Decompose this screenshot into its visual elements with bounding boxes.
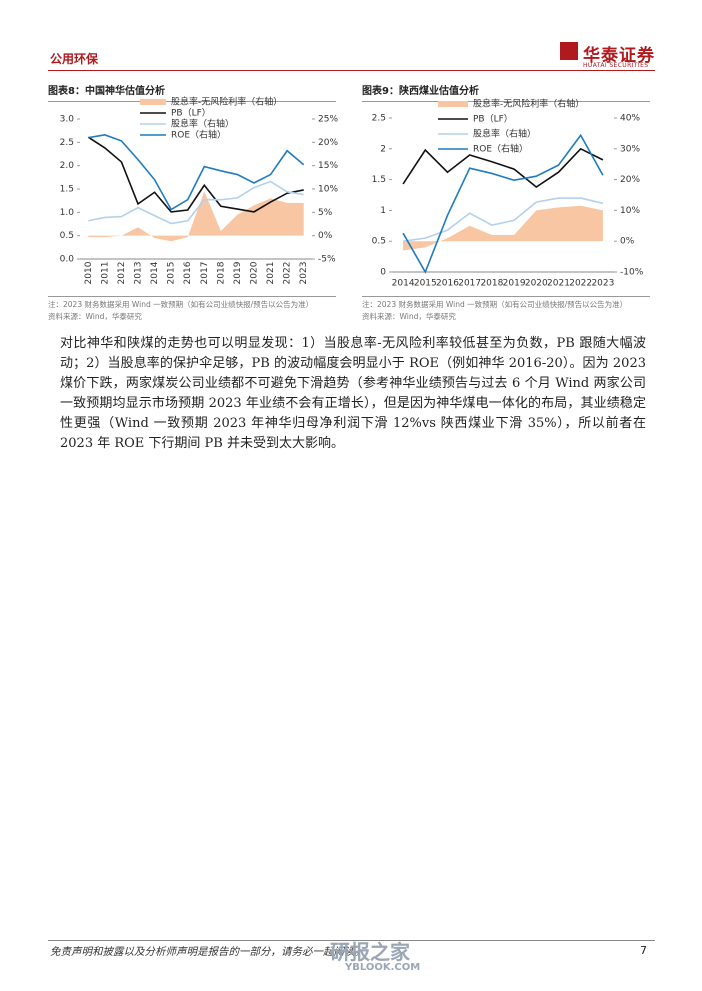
watermark: 研报之家 [330,940,410,964]
legend-label: 股息率（右轴） [171,118,234,130]
y-tick-label: 1.5 [372,175,386,185]
x-tick-label: 2016 [436,279,459,289]
y2-tick-label: 10% [620,206,640,216]
y2-tick-label: 15% [318,161,338,171]
figure-notes: 注：2023 财务数据采用 Wind 一致预期（如有公司业绩快报/预告以公告为准… [362,296,650,323]
brand-en: HUATAI SECURITIES [583,62,649,69]
x-tick-label: 2014 [392,279,415,289]
y-tick-label: 2.0 [60,161,75,171]
line [87,136,304,213]
x-tick-label: 2011 [100,262,110,285]
line [402,133,604,274]
x-tick-label: 2016 [183,261,193,284]
x-tick-label: 2020 [525,279,548,289]
y2-tick-label: 30% [620,144,640,154]
legend-label: 股息率-无风险利率（右轴） [171,96,282,108]
y-tick-label: 1 [380,206,386,216]
legend-label: 股息率-无风险利率（右轴） [473,98,584,110]
x-tick-label: 2022 [283,262,293,285]
legend-label: PB（LF） [473,114,513,125]
body-paragraph: 对比神华和陕煤的走势也可以明显发现：1）当股息率-无风险利率较低甚至为负数，PB… [60,336,646,451]
x-tick-label: 2023 [591,279,614,289]
legend-label: 股息率（右轴） [473,128,536,140]
y-tick-label: 2.5 [372,114,386,124]
x-tick-label: 2013 [134,262,144,285]
x-tick-label: 2014 [150,261,160,284]
watermark: YBLOOK.COM [345,962,421,973]
figure-title: 图表9：陕西煤业估值分析 [362,82,650,102]
x-tick-label: 2019 [503,279,526,289]
page-number: 7 [640,944,647,957]
x-tick-label: 2010 [84,261,94,284]
line [402,147,604,188]
x-tick-label: 2017 [458,279,481,289]
chart: 0.0 0.5 1.0 1.5 2.0 2.5 3.0 -5% 0% 5% 10% 15% 20% 25%… [60,96,339,285]
logo-icon [560,42,578,60]
y-tick-label: 1.5 [60,185,74,195]
y-tick-label: 0 [380,268,386,278]
y2-tick-label: 20% [620,175,640,185]
line [88,180,304,225]
x-tick-label: 2015 [167,262,177,285]
legend-label: ROE（右轴） [171,129,226,141]
x-tick-label: 2012 [117,262,127,285]
y-tick-label: 2 [380,144,386,154]
y2-tick-label: -10% [620,268,644,278]
y-tick-label: 1.0 [60,208,75,218]
x-tick-label: 2021 [266,262,276,285]
y-tick-label: 3.0 [60,115,75,125]
x-tick-label: 2022 [569,279,592,289]
figure-source: 资料来源：Wind，华泰研究 [362,312,456,321]
y2-tick-label: 5% [318,208,333,218]
line [402,197,604,242]
disclaimer: 免责声明和披露以及分析师声明是报告的一部分，请务必一起阅读。 [50,946,365,958]
figure-notes: 注：2023 财务数据采用 Wind 一致预期（如有公司业绩快报/预告以公告为准… [48,296,336,323]
y-tick-label: 2.5 [60,138,74,148]
y2-tick-label: 20% [318,138,338,148]
y-tick-label: 0.5 [372,237,386,247]
x-tick-label: 2021 [547,279,570,289]
area [403,205,603,251]
y2-tick-label: 0% [318,231,333,241]
header-rule [48,70,655,71]
x-tick-label: 2015 [414,279,437,289]
legend-swatch [438,101,468,107]
x-tick-label: 2020 [250,261,260,284]
legend-label: ROE（右轴） [473,143,528,155]
x-tick-label: 2018 [480,279,503,289]
x-tick-label: 2017 [200,262,210,285]
section-name: 公用环保 [50,52,99,66]
figure-note: 注：2023 财务数据采用 Wind 一致预期（如有公司业绩快报/预告以公告为准… [48,300,314,309]
figure-source: 资料来源：Wind，华泰研究 [48,312,142,321]
chart: 00.511.522.5-10%0%10%20%30%40%2014 2015 20… [372,98,644,289]
y2-tick-label: 10% [318,185,338,195]
line [88,134,305,211]
y2-tick-label: -5% [318,255,336,265]
legend-label: PB（LF） [171,108,211,119]
y2-tick-label: 40% [620,114,640,124]
figure-title: 图表8：中国神华估值分析 [48,82,336,102]
figure-note: 注：2023 财务数据采用 Wind 一致预期（如有公司业绩快报/预告以公告为准… [362,300,628,309]
y-tick-label: 0.5 [60,231,74,241]
x-tick-label: 2019 [233,261,243,284]
x-tick-label: 2018 [216,261,226,284]
legend-swatch [140,99,166,105]
y2-tick-label: 0% [620,237,635,247]
y2-tick-label: 25% [318,115,338,125]
y-tick-label: 0.0 [60,255,75,265]
brand: 华泰证券 [583,46,655,66]
x-tick-label: 2023 [299,262,309,285]
footer-rule [48,940,655,941]
area [88,191,304,242]
